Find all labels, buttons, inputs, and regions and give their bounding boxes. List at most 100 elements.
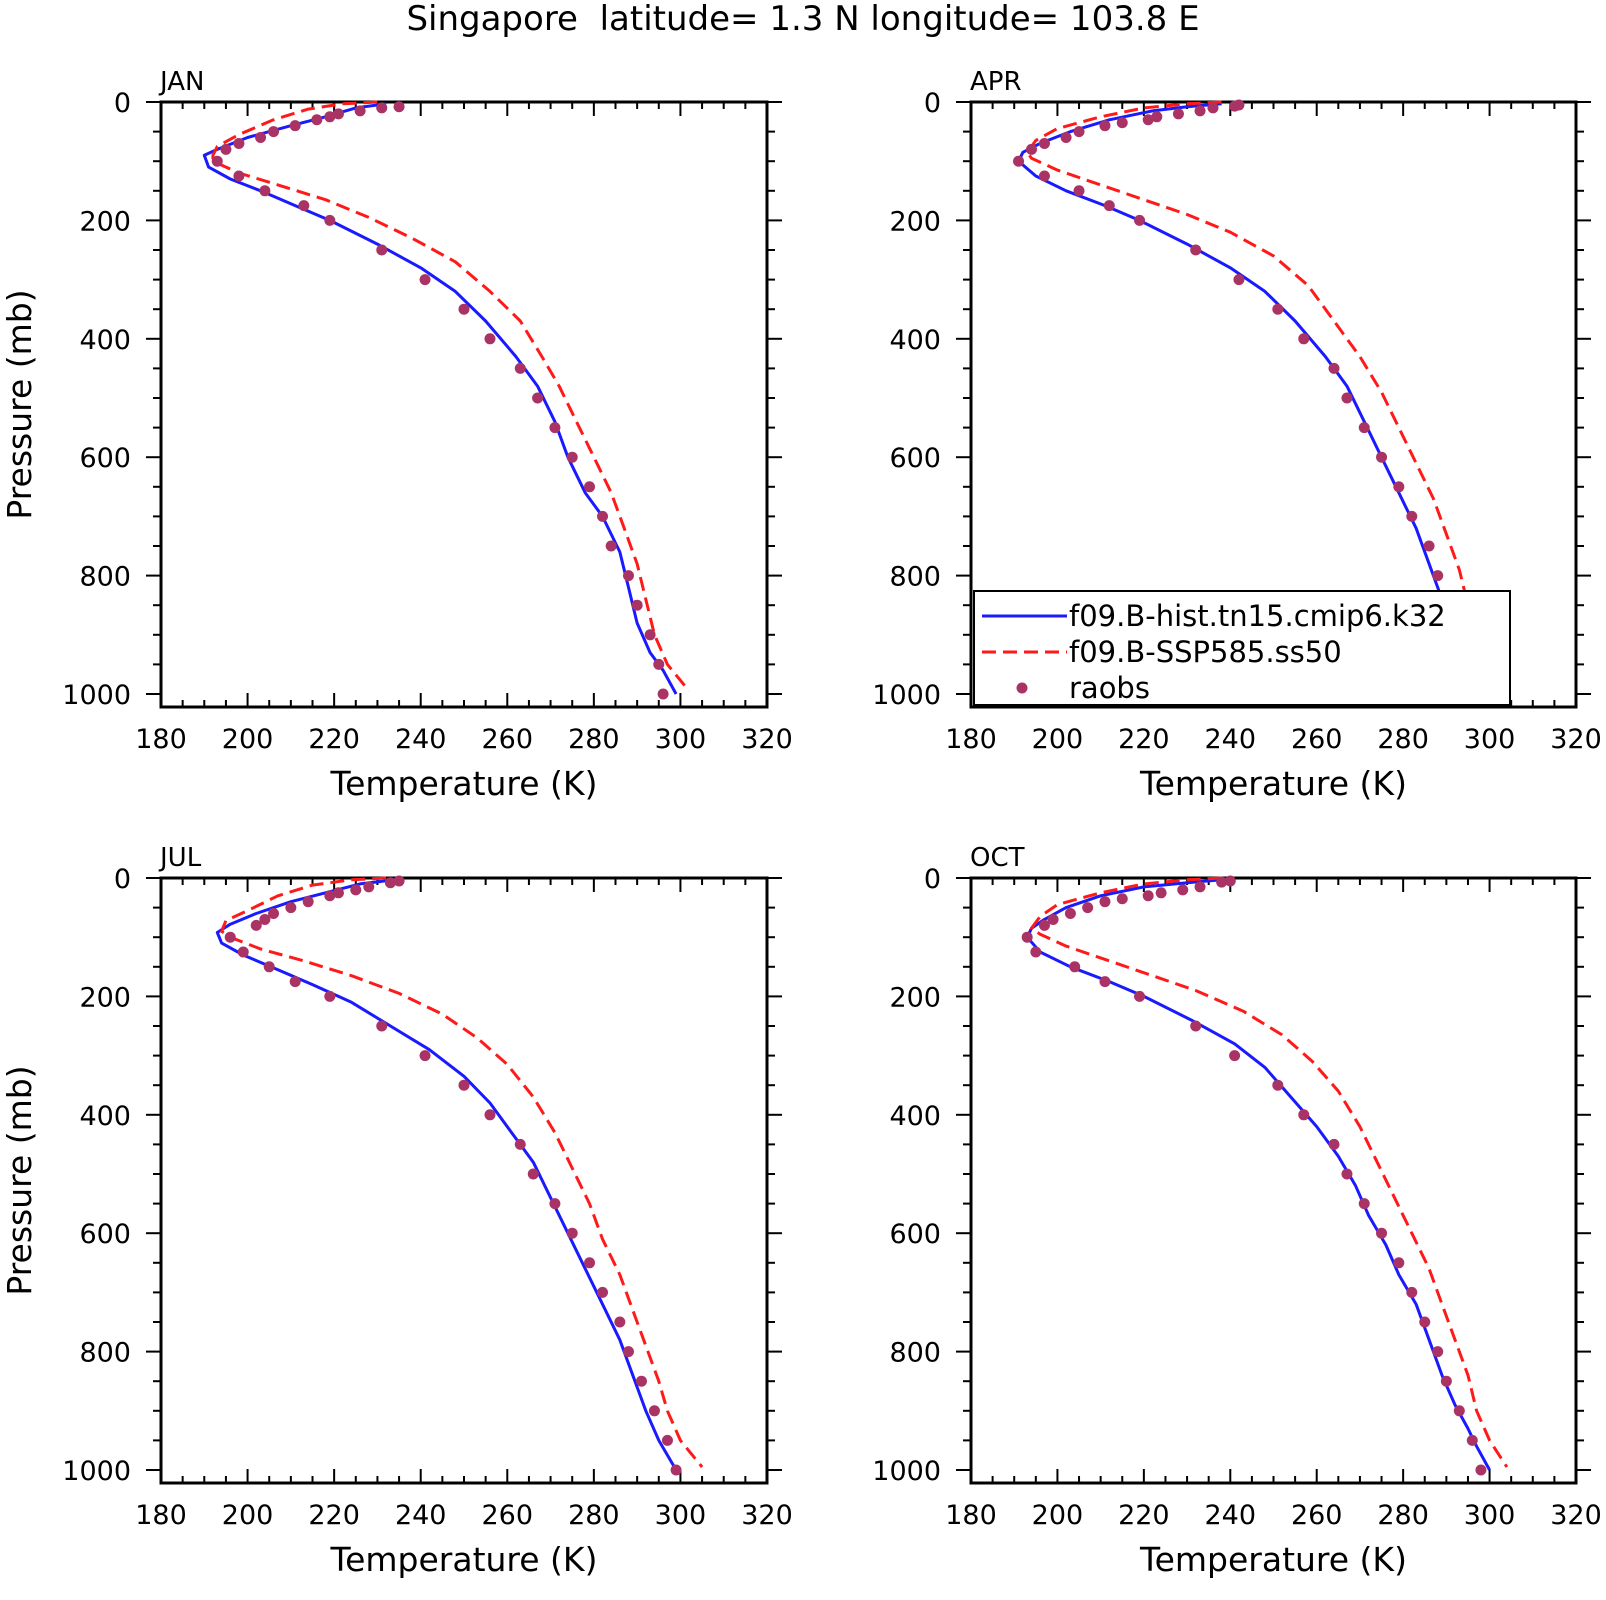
raobs-point [1099, 896, 1111, 908]
x-tick-label: 180 [135, 1500, 187, 1531]
x-tick-label: 180 [135, 724, 187, 755]
raobs-point [259, 185, 271, 197]
raobs-point [1172, 108, 1184, 120]
x-tick-label: 260 [1291, 1500, 1343, 1531]
raobs-point [1272, 1079, 1284, 1091]
y-tick-label: 400 [79, 325, 131, 356]
legend-box [973, 590, 1511, 706]
raobs-point [384, 877, 396, 889]
x-tick-label: 320 [1550, 724, 1602, 755]
y-tick-label: 1000 [872, 680, 941, 711]
raobs-point [1116, 893, 1128, 905]
raobs-point [1047, 913, 1059, 925]
y-tick-label: 600 [889, 443, 941, 474]
raobs-point [324, 214, 336, 226]
x-tick-label: 220 [308, 1500, 360, 1531]
x-axis-title: Temperature (K) [330, 1540, 598, 1579]
raobs-point [1099, 976, 1111, 988]
raobs-point [332, 887, 344, 899]
raobs-point [259, 913, 271, 925]
raobs-point [1298, 1109, 1310, 1121]
raobs-point [393, 875, 405, 887]
figure-title: Singapore latitude= 1.3 N longitude= 103… [406, 0, 1199, 39]
raobs-point [354, 105, 366, 117]
x-tick-label: 220 [1118, 1500, 1170, 1531]
legend-dot-swatch [1016, 682, 1028, 694]
raobs-point [268, 908, 280, 920]
legend: f09.B-hist.tn15.cmip6.k32f09.B-SSP585.ss… [973, 590, 1511, 706]
y-tick-label: 800 [79, 562, 131, 593]
raobs-point [1038, 919, 1050, 931]
panel-label: JUL [158, 843, 202, 873]
raobs-point [1060, 132, 1072, 144]
solid-series-line [215, 878, 678, 1471]
plot-frame [159, 876, 769, 1485]
raobs-point [1376, 1227, 1388, 1239]
raobs-point [1376, 451, 1388, 463]
raobs-point [631, 599, 643, 611]
raobs-point [1229, 100, 1241, 112]
raobs-point [584, 1257, 596, 1269]
raobs-point [233, 137, 245, 149]
raobs-point [1419, 1316, 1431, 1328]
legend-label: f09.B-SSP585.ss50 [1069, 635, 1342, 669]
raobs-point [1142, 114, 1154, 126]
y-tick-label: 1000 [62, 1456, 131, 1487]
raobs-point [1177, 884, 1189, 896]
x-axis-title: Temperature (K) [1139, 764, 1407, 803]
raobs-point [1064, 908, 1076, 920]
raobs-point [289, 976, 301, 988]
panel-apr: APR 180 200 220 240 260 280 300 320 0 200 400 600 800… [872, 67, 1601, 803]
raobs-point [376, 244, 388, 256]
raobs-point [324, 990, 336, 1002]
raobs-point [1393, 481, 1405, 493]
y-tick-label: 0 [924, 864, 941, 895]
y-tick-label: 400 [889, 325, 941, 356]
raobs-point [1116, 117, 1128, 129]
raobs-point [1073, 126, 1085, 138]
raobs-point [1073, 185, 1085, 197]
raobs-point [1328, 1138, 1340, 1150]
raobs-point [597, 510, 609, 522]
panels: JAN 180 200 220 240 260 280 300 320 0 200 400 600 800… [0, 67, 1602, 1579]
raobs-point [419, 1050, 431, 1062]
raobs-point [1432, 570, 1444, 582]
raobs-point [1341, 392, 1353, 404]
x-tick-label: 240 [395, 1500, 447, 1531]
y-tick-label: 0 [114, 864, 131, 895]
raobs-point [285, 902, 297, 914]
y-tick-label: 1000 [872, 1456, 941, 1487]
raobs-point [419, 274, 431, 286]
x-tick-label: 280 [568, 1500, 620, 1531]
raobs-point [1298, 333, 1310, 345]
raobs-point [1038, 137, 1050, 149]
x-tick-label: 200 [1032, 1500, 1084, 1531]
y-tick-label: 200 [889, 206, 941, 237]
raobs-point [1393, 1257, 1405, 1269]
raobs-point [566, 1227, 578, 1239]
y-tick-label: 200 [79, 982, 131, 1013]
raobs-point [644, 629, 656, 641]
raobs-point [648, 1405, 660, 1417]
raobs-point [1082, 902, 1094, 914]
x-tick-label: 320 [741, 724, 793, 755]
raobs-point [1134, 214, 1146, 226]
raobs-point [1190, 1020, 1202, 1032]
raobs-point [1194, 105, 1206, 117]
dashed-series-line [1030, 876, 1509, 1468]
x-tick-label: 280 [568, 724, 620, 755]
raobs-point [233, 170, 245, 182]
raobs-point [298, 200, 310, 212]
x-tick-label: 260 [482, 1500, 534, 1531]
raobs-point [597, 1286, 609, 1298]
plot-frame [969, 876, 1578, 1485]
y-tick-label: 800 [79, 1338, 131, 1369]
raobs-point [635, 1375, 647, 1387]
raobs-point [211, 155, 223, 167]
x-tick-label: 180 [945, 724, 997, 755]
raobs-point [622, 570, 634, 582]
raobs-point [1453, 1405, 1465, 1417]
raobs-point [622, 1346, 634, 1358]
raobs-point [605, 540, 617, 552]
legend-label: f09.B-hist.tn15.cmip6.k32 [1069, 599, 1446, 633]
